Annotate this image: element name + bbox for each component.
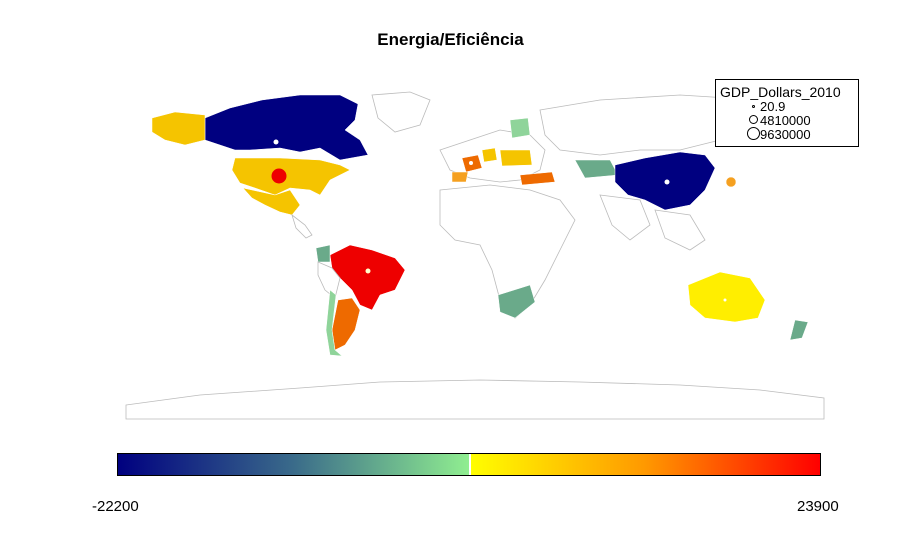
legend-symbol-large [747, 127, 760, 140]
region-germany [481, 147, 498, 163]
legend-entry-small: 20.9 [760, 99, 786, 114]
region-greenland [371, 91, 431, 133]
color-scale-bar [117, 453, 821, 476]
color-scale-midline [469, 454, 471, 475]
gdp-bubble-brazil [365, 268, 371, 274]
region-scandinavia [509, 117, 531, 139]
size-legend: GDP_Dollars_2010 20.9 4810000 9630000 [715, 79, 859, 147]
gdp-bubble-france [469, 161, 473, 165]
legend-entry-large: 9630000 [760, 127, 811, 142]
legend-title: GDP_Dollars_2010 [720, 84, 841, 100]
region-japan [725, 176, 737, 188]
region-antarctica [125, 379, 825, 420]
region-new-zealand [789, 319, 809, 341]
region-turkey [519, 171, 556, 186]
color-scale-max-label: 23900 [797, 498, 839, 515]
region-usa [231, 157, 351, 196]
region-colombia [315, 244, 331, 263]
gdp-bubble-canada [273, 139, 279, 145]
region-south-africa [497, 284, 536, 319]
region-central-america [291, 213, 313, 239]
region-chile [325, 289, 343, 357]
map-title: Energia/Eficiência [377, 30, 524, 49]
region-canada [204, 94, 369, 161]
gdp-bubble-usa [271, 168, 287, 184]
region-spain [451, 171, 469, 183]
region-eastern-europe [499, 149, 533, 167]
region-kazakhstan [574, 159, 619, 179]
color-scale-min-label: -22200 [92, 498, 139, 515]
gdp-bubble-china [664, 179, 670, 185]
region-argentina [331, 297, 361, 351]
region-alaska [151, 111, 206, 146]
legend-symbol-medium [749, 115, 758, 124]
legend-entry-medium: 4810000 [760, 113, 811, 128]
legend-symbol-small [752, 105, 755, 108]
gdp-bubble-australia [723, 298, 727, 302]
region-south-asia [599, 194, 651, 241]
region-se-asia [654, 209, 706, 251]
region-australia [687, 271, 766, 323]
